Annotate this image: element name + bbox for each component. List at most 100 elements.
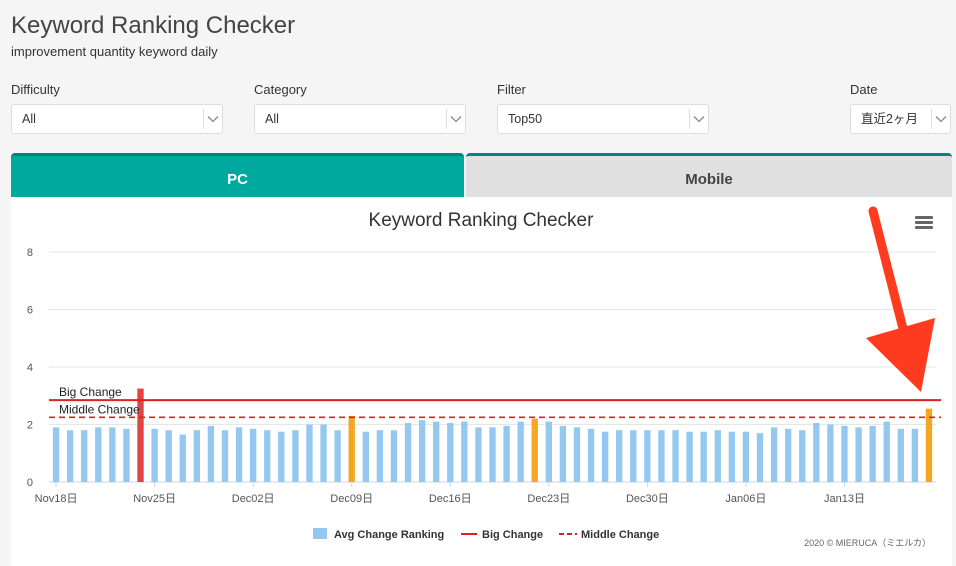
bar — [784, 428, 792, 482]
bar — [264, 430, 271, 482]
bar — [235, 427, 243, 482]
chevron-down-icon — [450, 116, 462, 123]
bar — [109, 427, 116, 482]
bar — [179, 434, 186, 482]
y-tick-label: 4 — [27, 362, 33, 374]
x-tick-label: Dec30日 — [626, 493, 669, 505]
tab-pc[interactable]: PC — [11, 153, 464, 197]
bar — [221, 430, 229, 482]
bar — [503, 425, 510, 482]
bar — [672, 430, 679, 482]
bar — [756, 433, 764, 482]
bar — [249, 428, 257, 482]
bar — [137, 388, 144, 482]
filter-value: Top50 — [508, 112, 543, 126]
x-tick-label: Dec09日 — [330, 493, 373, 505]
bar — [911, 428, 919, 482]
category-value: All — [265, 112, 279, 126]
bar — [658, 430, 665, 482]
bar — [165, 430, 172, 482]
bar — [123, 428, 130, 482]
page-title: Keyword Ranking Checker — [11, 12, 296, 39]
date-select[interactable]: 直近2ヶ月 — [850, 104, 951, 134]
bar — [278, 431, 285, 482]
bar — [686, 431, 693, 482]
select-divider — [689, 109, 690, 129]
difficulty-value: All — [22, 112, 36, 126]
legend-label-big: Big Change — [482, 529, 543, 541]
bar — [827, 424, 834, 482]
bar — [587, 428, 595, 482]
bar — [489, 427, 496, 482]
date-value: 直近2ヶ月 — [861, 112, 918, 126]
category-filter: Category All — [254, 82, 466, 134]
bar — [742, 431, 750, 482]
bar — [925, 408, 933, 482]
y-tick-label: 2 — [27, 420, 33, 432]
x-tick-label: Dec23日 — [527, 493, 570, 505]
bar — [348, 415, 355, 482]
category-label: Category — [254, 82, 307, 97]
bar — [601, 431, 609, 482]
bar — [644, 430, 651, 482]
bar — [95, 427, 102, 482]
bar — [770, 427, 778, 482]
bar — [433, 421, 440, 482]
difficulty-select[interactable]: All — [11, 104, 223, 134]
y-tick-label: 0 — [27, 477, 33, 489]
date-label: Date — [850, 82, 878, 97]
bar — [897, 428, 904, 482]
bar — [362, 431, 369, 482]
credit-text: 2020 © MIERUCA（ミエルカ） — [804, 538, 931, 548]
bar — [545, 421, 552, 482]
bar — [616, 430, 623, 482]
bar — [376, 430, 384, 482]
bar — [475, 427, 482, 482]
chart-title: Keyword Ranking Checker — [369, 210, 595, 231]
x-tick-label: Dec16日 — [429, 493, 472, 505]
bar — [700, 431, 707, 482]
bar — [81, 430, 88, 482]
bar — [883, 421, 890, 482]
legend-label-middle: Middle Change — [581, 529, 659, 541]
chevron-down-icon — [207, 116, 219, 123]
ranking-chart: Keyword Ranking Checker 0 2 4 6 8 Nov18日 Nov25日… — [27, 210, 941, 541]
difficulty-filter: Difficulty All — [11, 82, 223, 134]
chevron-down-icon — [693, 116, 705, 123]
bar — [193, 430, 201, 482]
x-tick-label: Nov25日 — [133, 493, 176, 505]
chart-panel: Keyword Ranking Checker 0 2 4 6 8 Nov18日 Nov25日… — [11, 197, 952, 566]
bar — [418, 420, 426, 482]
bar — [728, 431, 736, 482]
bar — [531, 418, 538, 482]
bar — [573, 427, 581, 482]
middle-change-label: Middle Change — [59, 402, 140, 416]
bar — [390, 430, 398, 482]
bar — [714, 430, 721, 482]
select-divider — [931, 109, 932, 129]
bar — [52, 427, 60, 482]
bar — [869, 425, 876, 482]
bar — [517, 421, 524, 482]
filter-filter: Filter Top50 — [497, 82, 709, 134]
filter-select[interactable]: Top50 — [497, 104, 709, 134]
filter-label: Filter — [497, 82, 526, 97]
tab-mobile[interactable]: Mobile — [466, 153, 952, 197]
bar — [404, 423, 412, 482]
category-select[interactable]: All — [254, 104, 466, 134]
bar — [813, 423, 820, 482]
bar — [447, 423, 454, 482]
x-tick-label: Jan13日 — [824, 493, 865, 505]
bar — [66, 430, 74, 482]
bar — [841, 425, 848, 482]
select-divider — [203, 109, 204, 129]
menu-icon[interactable] — [915, 216, 933, 230]
bar — [207, 425, 215, 482]
date-filter: Date 直近2ヶ月 — [850, 82, 951, 134]
select-divider — [446, 109, 447, 129]
bar — [320, 424, 327, 482]
bar — [292, 430, 299, 482]
x-tick-label: Dec02日 — [232, 493, 275, 505]
y-tick-label: 8 — [27, 247, 33, 259]
page-subtitle: improvement quantity keyword daily — [11, 44, 218, 59]
